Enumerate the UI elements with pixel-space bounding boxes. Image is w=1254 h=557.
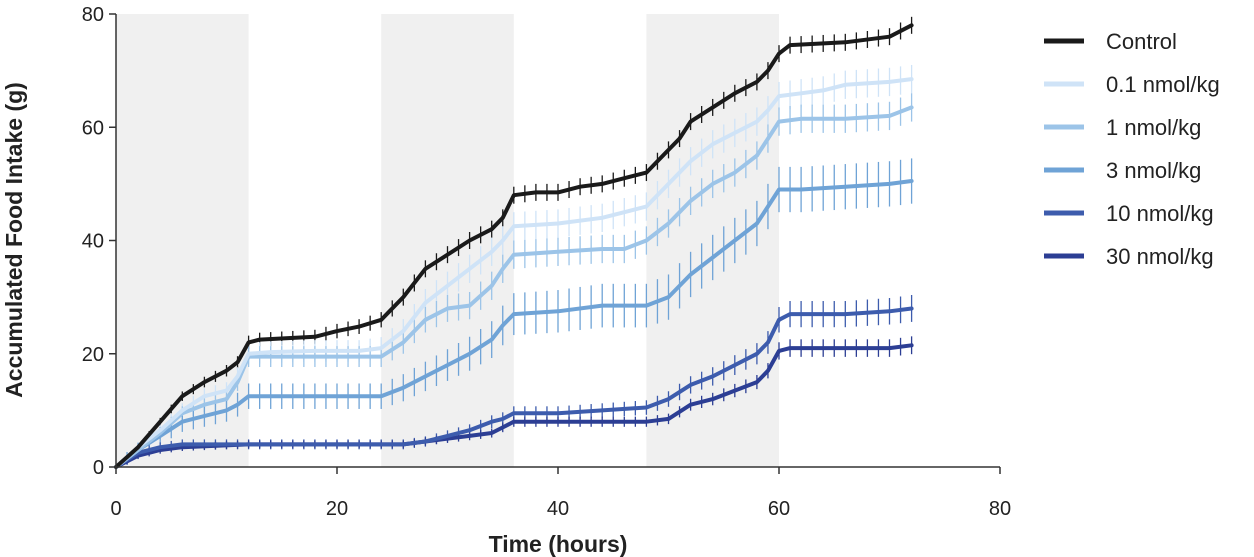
x-tick-label: 40 <box>547 498 569 520</box>
series-line-0 <box>114 23 914 469</box>
dark-period-2 <box>381 14 514 467</box>
y-axis-title: Accumulated Food Intake (g) <box>1 82 27 398</box>
x-tick-label: 0 <box>110 498 121 520</box>
x-tick-label: 20 <box>326 498 348 520</box>
legend-label: 0.1 nmol/kg <box>1106 72 1220 97</box>
series-line-3 <box>114 179 914 469</box>
y-tick-label: 20 <box>82 344 104 366</box>
series-line-4 <box>114 306 914 469</box>
legend-label: 30 nmol/kg <box>1106 244 1214 269</box>
series-line-1 <box>114 77 914 469</box>
x-tick-label: 60 <box>768 498 790 520</box>
legend: Control 0.1 nmol/kg 1 nmol/kg 3 nmol/kg 10 n… <box>1044 29 1220 269</box>
ticks: 0 20 40 60 80 0 20 40 60 80 <box>82 4 1011 520</box>
x-axis-title: Time (hours) <box>489 531 628 557</box>
y-tick-label: 80 <box>82 4 104 26</box>
series-lines <box>114 23 914 469</box>
legend-label: 10 nmol/kg <box>1106 201 1214 226</box>
legend-label: 3 nmol/kg <box>1106 158 1201 183</box>
legend-label: 1 nmol/kg <box>1106 115 1201 140</box>
y-tick-label: 40 <box>82 231 104 253</box>
legend-label: Control <box>1106 29 1177 54</box>
y-tick-label: 0 <box>93 457 104 479</box>
series-line-2 <box>114 105 914 469</box>
x-tick-label: 80 <box>989 498 1011 520</box>
y-tick-label: 60 <box>82 117 104 139</box>
